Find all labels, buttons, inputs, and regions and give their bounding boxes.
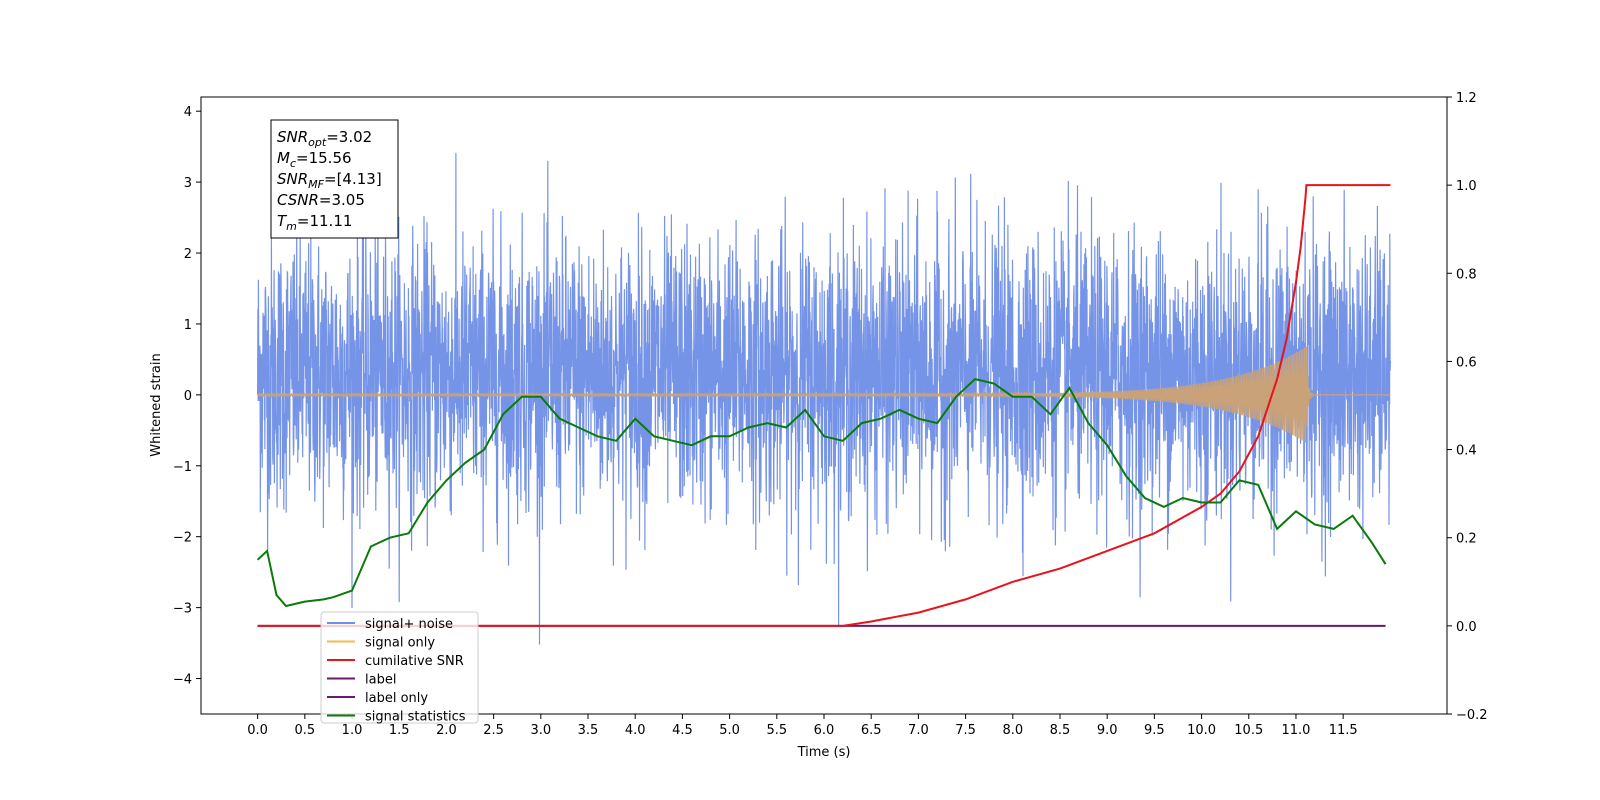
y-tick-label: −2 — [173, 531, 192, 546]
x-tick-label: 3.5 — [578, 723, 599, 738]
cumilative-snr-line — [257, 184, 1391, 627]
signal-only-line — [257, 346, 1391, 443]
annotation-symbol: M — [277, 149, 290, 167]
x-tick-label: 0.0 — [247, 723, 268, 738]
x-tick-label: 11.0 — [1281, 723, 1310, 738]
y2-tick-label: 1.2 — [1456, 91, 1477, 106]
legend-frame — [320, 611, 479, 724]
annotation-value: =11.11 — [297, 212, 353, 230]
x-tick-label: 5.5 — [766, 723, 787, 738]
x-tick-label: 10.0 — [1187, 723, 1216, 738]
annotation-symbol: T — [277, 212, 288, 230]
x-axis: 0.0 0.5 1.0 1.5 2.0 2.5 3.0 3.5 4.0 4.5 5.0 5.5 6.0 6… — [247, 714, 1358, 738]
legend-label: label — [365, 673, 396, 688]
annotation-value: =[4.13] — [324, 170, 382, 188]
x-axis-label: Time (s) — [797, 745, 851, 760]
x-tick-label: 6.0 — [814, 723, 835, 738]
annotation-subscript: MF — [308, 178, 324, 191]
annotation-symbol: CSNR — [277, 191, 319, 209]
signal-statistics-series — [256, 378, 1387, 608]
annotation-value: =3.02 — [326, 128, 372, 146]
x-tick-label: 1.0 — [342, 723, 363, 738]
annotation-subscript: opt — [308, 136, 327, 149]
y2-tick-label: 0.0 — [1456, 620, 1477, 635]
x-tick-label: 8.0 — [1002, 723, 1023, 738]
x-tick-label: 3.0 — [530, 723, 551, 738]
x-tick-label: 2.0 — [436, 723, 457, 738]
legend-label: signal+ noise — [365, 617, 453, 632]
y-tick-label: −3 — [173, 602, 192, 617]
y-axis-right: 1.2 1.0 0.8 0.6 0.4 0.2 0.0 −0.2 — [1447, 91, 1488, 723]
legend-label: cumilative SNR — [365, 654, 464, 669]
x-tick-label: 11.5 — [1329, 723, 1358, 738]
x-tick-label: 0.5 — [294, 723, 315, 738]
x-tick-label: 7.5 — [955, 723, 976, 738]
y2-tick-label: 0.6 — [1456, 355, 1477, 370]
x-tick-label: 8.5 — [1050, 723, 1071, 738]
x-tick-label: 5.0 — [719, 723, 740, 738]
y-tick-label: 3 — [184, 176, 192, 191]
y-tick-label: 2 — [184, 247, 192, 262]
x-tick-label: 2.5 — [483, 723, 504, 738]
y-tick-label: 1 — [184, 318, 192, 333]
y-axis-left: 4 3 2 1 0 −1 −2 −3 −4 — [173, 105, 201, 688]
signal-noise-line — [257, 152, 1391, 645]
cumilative-snr-series — [257, 184, 1391, 627]
annotation-line: CSNR=3.05 — [277, 191, 365, 209]
y-tick-label: 4 — [184, 105, 192, 120]
x-tick-label: 10.5 — [1234, 723, 1263, 738]
legend-label: signal only — [365, 636, 435, 651]
x-tick-label: 1.5 — [389, 723, 410, 738]
x-tick-label: 9.0 — [1097, 723, 1118, 738]
y-axis-label: Whitened strain — [149, 353, 164, 456]
annotation-value: =3.05 — [319, 191, 365, 209]
legend-label: label only — [365, 691, 428, 706]
y-tick-label: −4 — [173, 673, 192, 688]
y2-tick-label: 0.2 — [1456, 532, 1477, 547]
legend-label: signal statistics — [365, 710, 466, 725]
x-tick-label: 4.0 — [625, 723, 646, 738]
annotation-value: =15.56 — [296, 149, 352, 167]
x-tick-label: 4.5 — [672, 723, 693, 738]
annotation-subscript: m — [286, 220, 297, 233]
x-tick-label: 6.5 — [861, 723, 882, 738]
annotation-subscript: c — [290, 157, 296, 170]
y-tick-label: 0 — [184, 389, 192, 404]
annotation-box: SNRopt=3.02Mc=15.56SNRMF=[4.13]CSNR=3.05… — [270, 119, 399, 239]
signal-only-series — [257, 346, 1391, 443]
annotation-symbol: SNR — [277, 170, 308, 188]
annotation-line: Mc=15.56 — [277, 149, 352, 170]
annotation-symbol: SNR — [277, 128, 308, 146]
signal-noise-series — [257, 152, 1391, 645]
x-tick-label: 7.0 — [908, 723, 929, 738]
y2-tick-label: −0.2 — [1456, 708, 1488, 723]
y2-tick-label: 0.4 — [1456, 444, 1477, 459]
legend: signal+ noise signal only cumilative SNR la… — [320, 611, 479, 725]
signal-statistics-line — [256, 378, 1387, 608]
annotation-line: SNRopt=3.02 — [277, 128, 372, 149]
y-tick-label: −1 — [173, 460, 192, 475]
y2-tick-label: 1.0 — [1456, 179, 1477, 194]
annotation-line: Tm=11.11 — [277, 212, 352, 233]
y2-tick-label: 0.8 — [1456, 267, 1477, 282]
annotation-line: SNRMF=[4.13] — [277, 170, 382, 191]
annotation-box-frame — [270, 119, 399, 239]
x-tick-label: 9.5 — [1144, 723, 1165, 738]
